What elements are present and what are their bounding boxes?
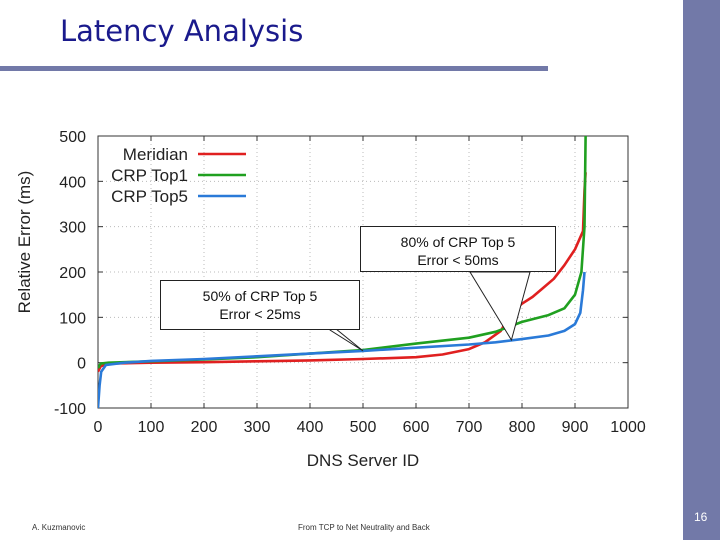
legend-label: CRP Top5 [111, 187, 188, 206]
y-tick-label: 300 [59, 220, 86, 237]
footer-author: A. Kuzmanovic [32, 523, 86, 532]
callout-text-line: Error < 50ms [417, 252, 499, 268]
x-tick-label: 900 [562, 419, 589, 436]
y-axis-label: Relative Error (ms) [15, 171, 34, 314]
x-axis-label: DNS Server ID [307, 451, 419, 470]
x-tick-label: 700 [456, 419, 483, 436]
x-tick-label: 300 [244, 419, 271, 436]
legend-label: Meridian [123, 145, 188, 164]
y-tick-label: 400 [59, 174, 86, 191]
series-line-crp-top5 [98, 271, 586, 409]
y-tick-label: 200 [59, 265, 86, 282]
y-tick-label: 0 [77, 356, 86, 373]
x-tick-label: 0 [94, 419, 103, 436]
x-tick-label: 100 [138, 419, 165, 436]
callout-text-line: 80% of CRP Top 5 [400, 234, 516, 250]
y-tick-label: 500 [59, 129, 86, 146]
y-tick-label: -100 [54, 401, 86, 418]
chart-series [98, 135, 587, 409]
x-tick-label: 400 [297, 419, 324, 436]
legend-label: CRP Top1 [111, 166, 188, 185]
footer-title: From TCP to Net Neutrality and Back [298, 523, 430, 532]
page-number: 16 [694, 510, 708, 524]
x-tick-label: 200 [191, 419, 218, 436]
title-underline [0, 66, 548, 71]
y-tick-label: 100 [59, 310, 86, 327]
callout-pointer-80 [469, 271, 531, 342]
x-tick-label: 600 [403, 419, 430, 436]
callout-text-line: 50% of CRP Top 5 [202, 288, 318, 304]
slide-side-bar [683, 0, 720, 540]
callout-80-percent: 80% of CRP Top 5 Error < 50ms [360, 226, 556, 272]
chart-legend: Meridian CRP Top1 CRP Top5 [111, 145, 246, 206]
slide-title: Latency Analysis [60, 14, 304, 48]
callout-50-percent: 50% of CRP Top 5 Error < 25ms [160, 280, 360, 330]
x-tick-label: 800 [509, 419, 536, 436]
x-tick-label: 1000 [610, 419, 646, 436]
callout-text-line: Error < 25ms [219, 306, 301, 322]
chart-axes: 0 100 200 300 400 500 600 700 800 900 1000 -100 0 100… [15, 129, 646, 470]
x-tick-label: 500 [350, 419, 377, 436]
